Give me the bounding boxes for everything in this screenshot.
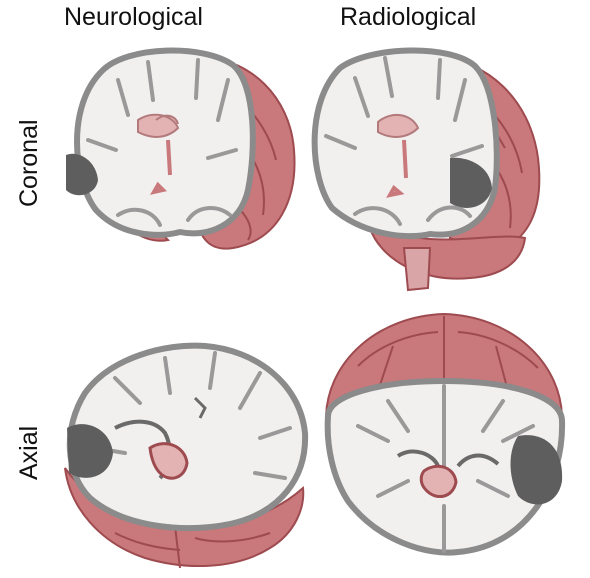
column-label-neurological: Neurological [64, 2, 203, 32]
row-label-coronal: Coronal [14, 119, 44, 207]
axial-neurological-brain-render [55, 338, 310, 573]
coronal-neurological-brain-render [58, 40, 298, 255]
row-label-axial: Axial [14, 426, 44, 480]
axial-radiological-brain-render [318, 306, 570, 558]
column-label-radiological: Radiological [340, 2, 476, 32]
coronal-radiological-brain-render [300, 38, 545, 296]
